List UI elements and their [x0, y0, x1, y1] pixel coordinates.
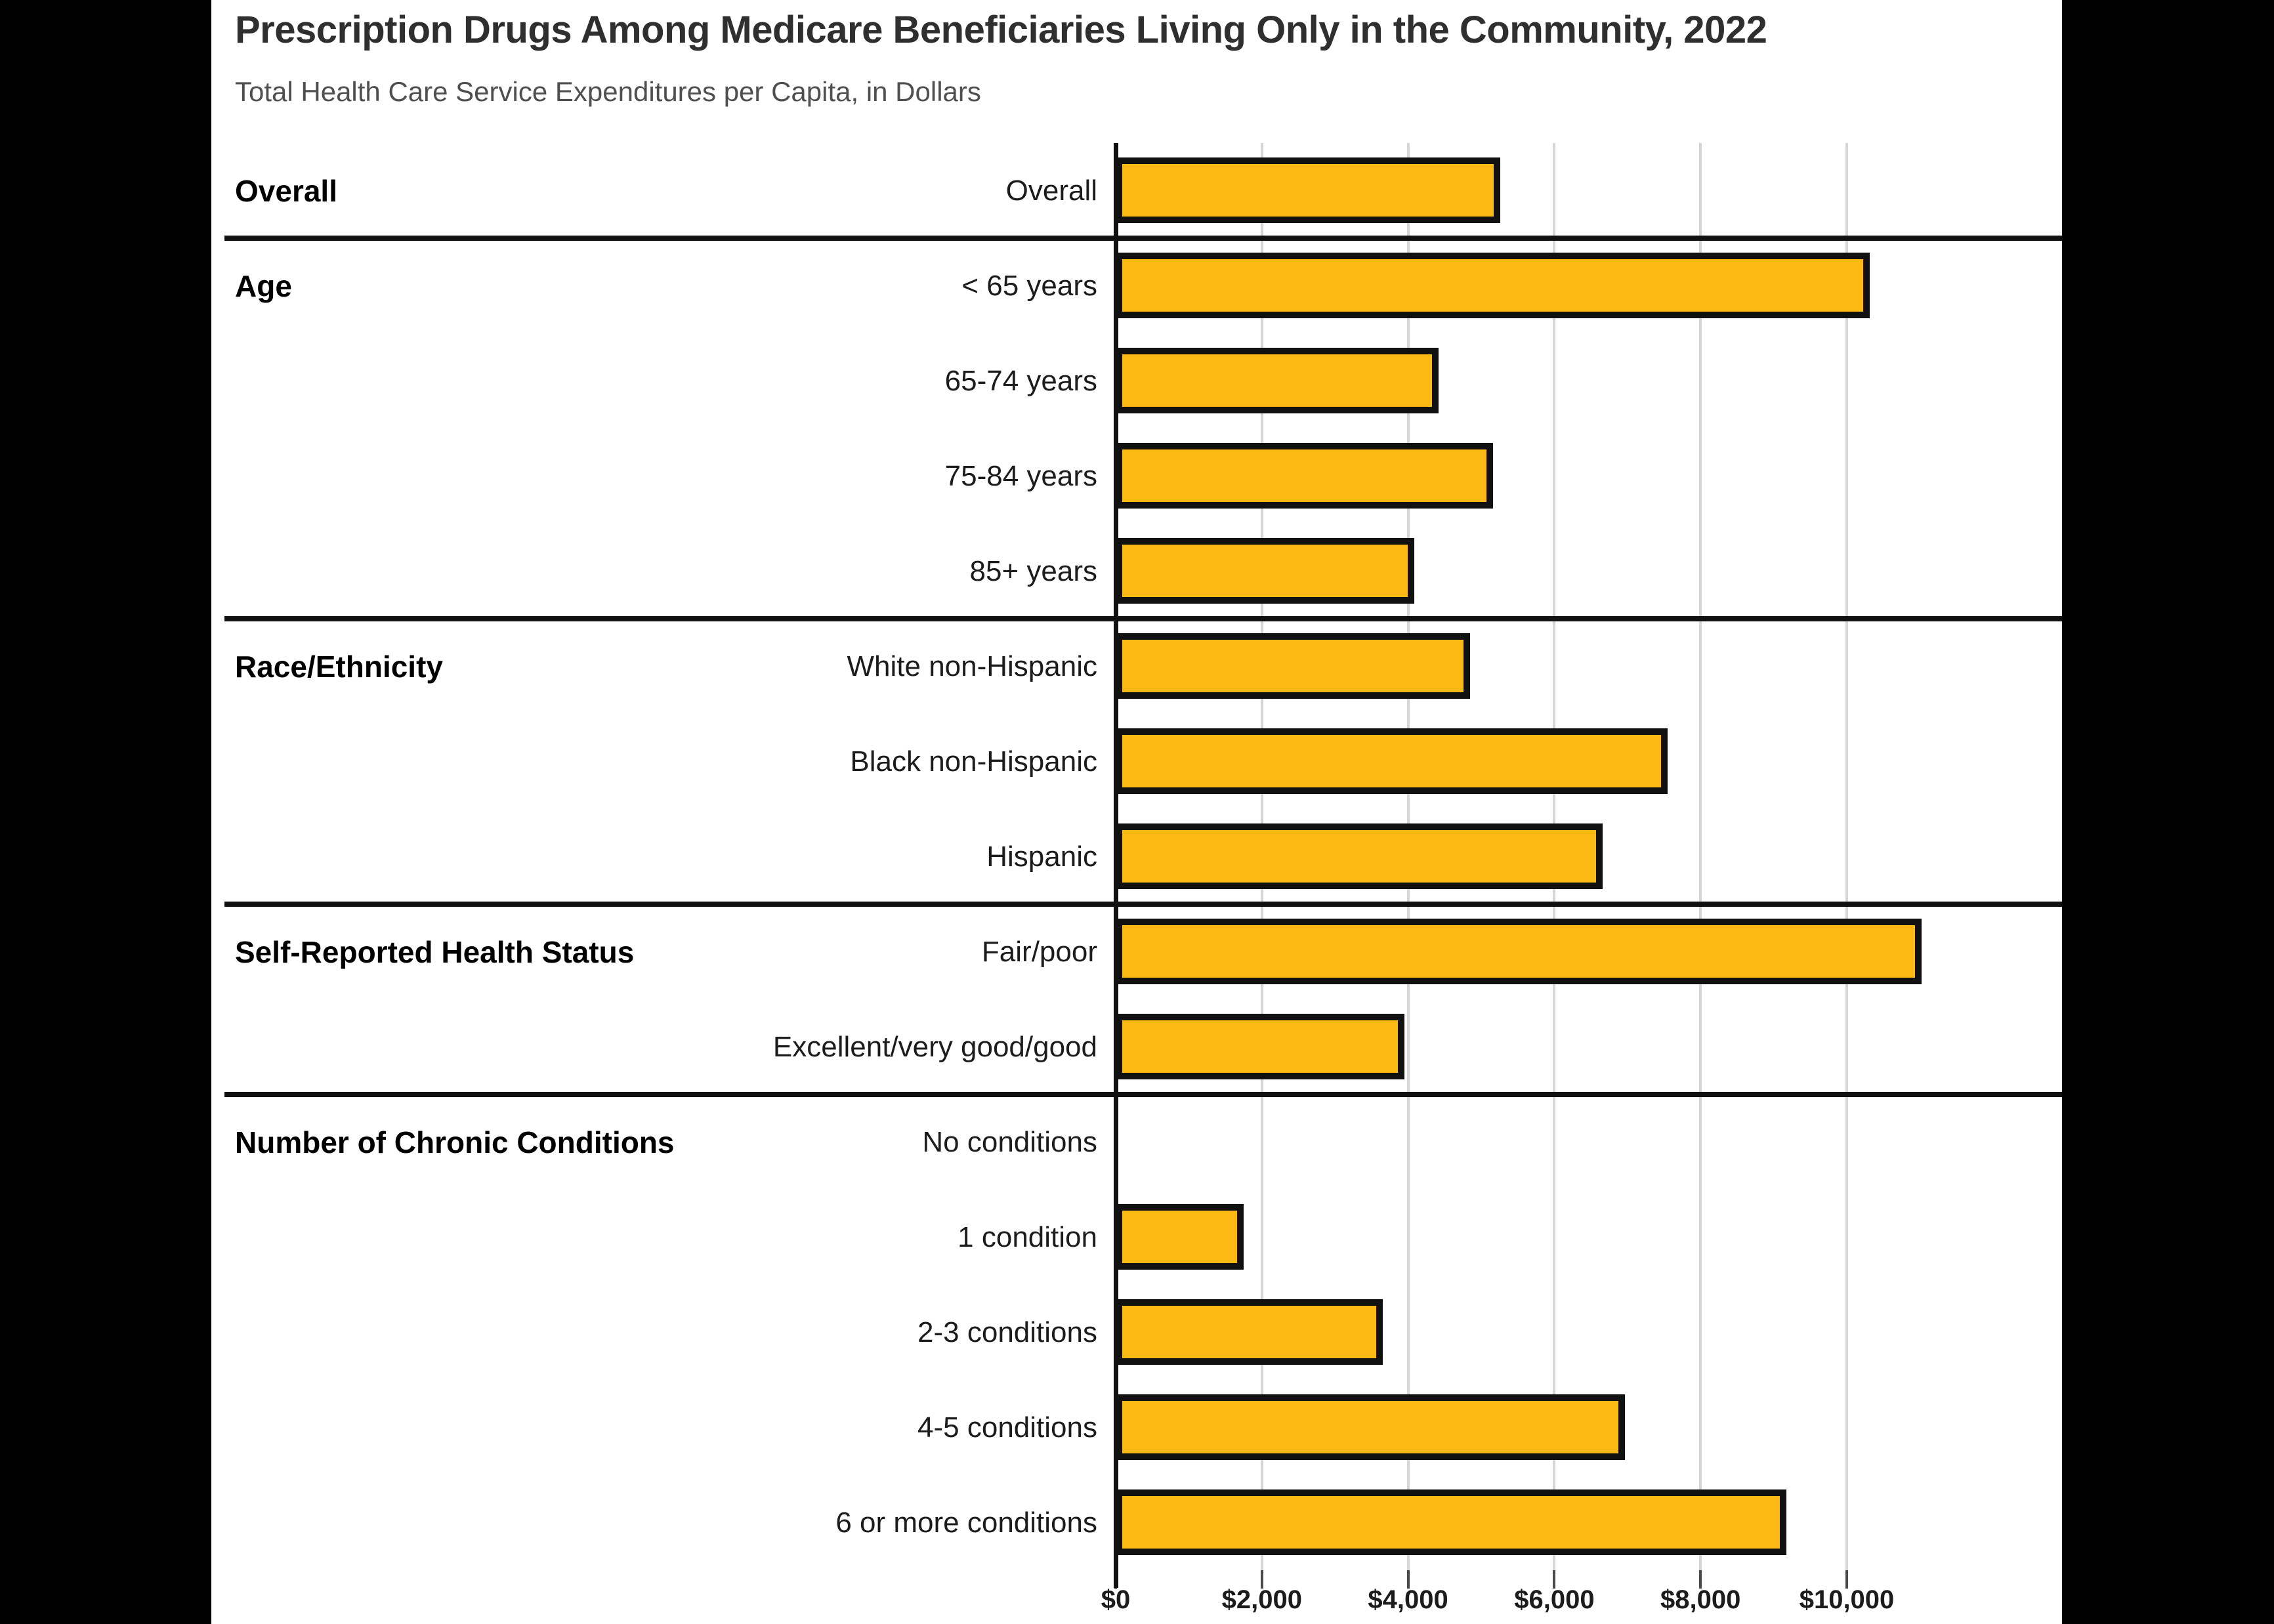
- group-separator-line: [224, 902, 2062, 907]
- chart-row: 85+ years: [211, 524, 2062, 619]
- row-label: Fair/poor: [981, 935, 1097, 968]
- row-label: No conditions: [922, 1125, 1097, 1158]
- gridline: [1845, 143, 1848, 1570]
- bar: [1116, 253, 1870, 318]
- chart-row: Excellent/very good/good: [211, 999, 2062, 1094]
- group-label: Overall: [235, 173, 337, 208]
- chart-subtitle: Total Health Care Service Expenditures p…: [235, 76, 981, 107]
- row-label: Hispanic: [986, 840, 1097, 873]
- gridline: [1699, 143, 1702, 1570]
- x-axis-tick: [1699, 1570, 1702, 1589]
- row-label: 85+ years: [969, 554, 1097, 587]
- bar: [1116, 1299, 1383, 1365]
- chart-row: Number of Chronic Conditions No condition…: [211, 1094, 2062, 1190]
- bar: [1116, 443, 1493, 509]
- plot-area: Overall Overall Age < 65 years 65-74 years 75…: [211, 143, 2062, 1614]
- row-label: 1 condition: [958, 1220, 1097, 1253]
- group-separator-line: [224, 236, 2062, 241]
- chart-row: 75-84 years: [211, 428, 2062, 524]
- row-label: 4-5 conditions: [917, 1411, 1097, 1444]
- group-separator-line: [224, 1092, 2062, 1097]
- chart-content: Prescription Drugs Among Medicare Benefi…: [211, 0, 2062, 1624]
- row-label: 6 or more conditions: [835, 1506, 1097, 1539]
- bar: [1116, 348, 1439, 413]
- row-label: White non-Hispanic: [847, 650, 1098, 682]
- chart-row: 65-74 years: [211, 333, 2062, 428]
- group-separator-line: [224, 616, 2062, 621]
- chart-row: 2-3 conditions: [211, 1285, 2062, 1380]
- bar: [1116, 919, 1922, 984]
- chart-row: 1 condition: [211, 1190, 2062, 1285]
- x-axis-tick-label: $0: [1101, 1585, 1131, 1614]
- chart-row: Self-Reported Health Status Fair/poor: [211, 904, 2062, 999]
- bar: [1116, 157, 1500, 223]
- chart-row: 4-5 conditions: [211, 1380, 2062, 1475]
- row-label: 65-74 years: [944, 364, 1097, 397]
- row-label: 2-3 conditions: [917, 1316, 1097, 1348]
- chart-row: Age < 65 years: [211, 238, 2062, 333]
- x-axis-tick-label: $4,000: [1368, 1585, 1448, 1614]
- bar: [1116, 633, 1470, 699]
- x-axis-tick-label: $6,000: [1514, 1585, 1595, 1614]
- group-label: Number of Chronic Conditions: [235, 1125, 675, 1159]
- row-label: 75-84 years: [944, 459, 1097, 492]
- bar: [1116, 1204, 1244, 1270]
- bar: [1116, 1489, 1786, 1555]
- x-axis-tick-label: $8,000: [1660, 1585, 1741, 1614]
- chart-row: Race/Ethnicity White non-Hispanic: [211, 619, 2062, 714]
- group-label: Self-Reported Health Status: [235, 934, 635, 969]
- group-label: Race/Ethnicity: [235, 649, 443, 684]
- group-label: Age: [235, 268, 292, 303]
- x-axis-tick-label: $10,000: [1799, 1585, 1895, 1614]
- chart-title: Prescription Drugs Among Medicare Benefi…: [235, 9, 1767, 51]
- chart-row: 6 or more conditions: [211, 1475, 2062, 1570]
- chart-row: Overall Overall: [211, 143, 2062, 238]
- bar: [1116, 1014, 1404, 1079]
- bar: [1116, 728, 1668, 794]
- row-label: < 65 years: [961, 269, 1097, 302]
- y-axis-line: [1114, 143, 1118, 1588]
- row-label: Black non-Hispanic: [850, 745, 1097, 778]
- bar: [1116, 538, 1414, 604]
- chart-row: Black non-Hispanic: [211, 714, 2062, 809]
- bar: [1116, 823, 1603, 889]
- row-label: Excellent/very good/good: [772, 1030, 1097, 1063]
- chart-row: Hispanic: [211, 809, 2062, 904]
- x-axis-tick: [1406, 1570, 1410, 1589]
- x-axis-tick: [1260, 1570, 1263, 1589]
- x-axis-tick: [1553, 1570, 1556, 1589]
- x-axis-tick-label: $2,000: [1221, 1585, 1302, 1614]
- row-label: Overall: [1005, 174, 1097, 207]
- bar: [1116, 1394, 1625, 1460]
- x-axis-tick: [1845, 1570, 1848, 1589]
